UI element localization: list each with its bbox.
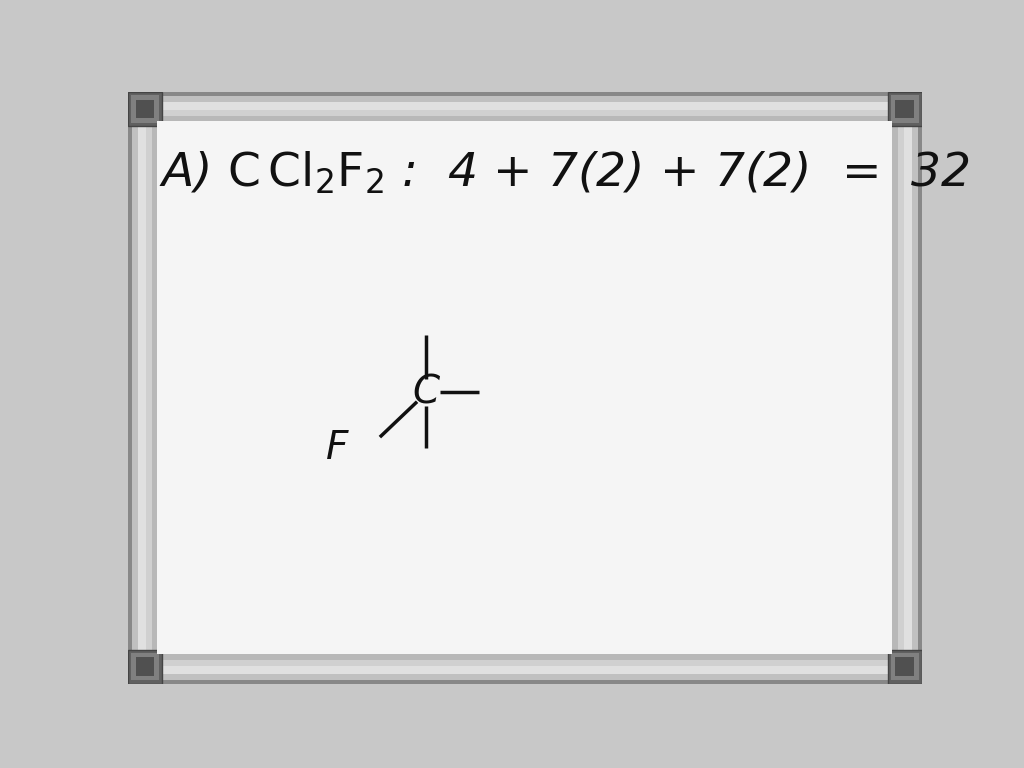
Bar: [898, 121, 904, 654]
Bar: [895, 100, 913, 118]
Bar: [911, 121, 918, 654]
Bar: [158, 92, 892, 96]
Bar: [158, 654, 892, 660]
Bar: [128, 650, 162, 684]
Bar: [138, 121, 145, 654]
Bar: [158, 674, 892, 680]
Bar: [158, 102, 892, 110]
Bar: [152, 121, 158, 654]
Bar: [128, 92, 162, 126]
Bar: [158, 96, 892, 102]
Bar: [145, 121, 152, 654]
Bar: [904, 121, 911, 654]
Bar: [891, 95, 919, 123]
Bar: [158, 660, 892, 666]
Bar: [158, 680, 892, 684]
Text: A) $\mathrm{C\,Cl_2F_2}$ :  4 + 7(2) + 7(2)  =  32: A) $\mathrm{C\,Cl_2F_2}$ : 4 + 7(2) + 7(…: [159, 150, 970, 197]
Bar: [158, 666, 892, 674]
Bar: [892, 121, 898, 654]
Text: F: F: [326, 429, 348, 467]
Bar: [888, 92, 922, 126]
Bar: [131, 95, 159, 123]
Bar: [888, 650, 922, 684]
Bar: [132, 121, 138, 654]
Bar: [136, 657, 155, 676]
Bar: [918, 121, 922, 654]
Bar: [891, 653, 919, 680]
Bar: [158, 116, 892, 121]
Text: C: C: [413, 373, 440, 412]
Bar: [128, 121, 132, 654]
Bar: [136, 100, 155, 118]
Bar: [895, 657, 913, 676]
Bar: [158, 110, 892, 116]
Bar: [131, 653, 159, 680]
